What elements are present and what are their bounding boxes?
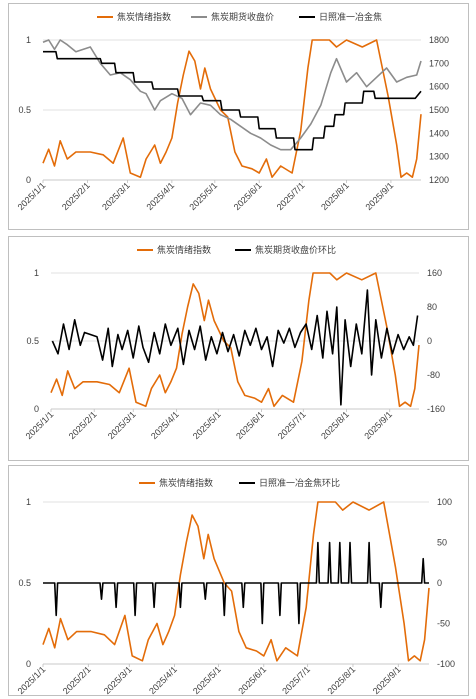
x-tick-label: 2025/6/1 [232, 180, 264, 212]
y-right-tick-label: 1400 [429, 128, 449, 138]
x-tick-label: 2025/8/1 [319, 180, 351, 212]
x-tick-label: 2025/7/1 [275, 180, 307, 212]
y-left-tick-label: 1 [26, 35, 31, 45]
x-tick-label: 2025/2/1 [67, 409, 99, 441]
x-tick-label: 2025/1/1 [24, 409, 56, 441]
series-line-1 [42, 39, 422, 178]
y-right-tick-label: -100 [437, 659, 455, 669]
x-tick-label: 2025/4/1 [147, 664, 179, 695]
x-tick-label: 2025/3/1 [106, 409, 138, 441]
x-tick-label: 2025/7/1 [276, 409, 308, 441]
legend-label-2: 日照准一冶金焦环比 [259, 477, 340, 488]
y-right-tick-label: 100 [437, 497, 452, 507]
y-right-tick-label: 80 [427, 302, 437, 312]
sentiment-vs-rizhao-coke-change-chart: 0 0.5 1 -100 -50 0 50 100 2025/1/1 2025/2/1 2025/3… [16, 477, 455, 695]
x-tick-label: 2025/6/1 [234, 409, 266, 441]
y-left-tick-label: 0.5 [18, 578, 31, 588]
sentiment-vs-futures-change-chart: 0 0.5 1 -160 -80 0 80 160 2025/1/1 2025/2/1 2025/3… [24, 244, 445, 441]
x-tick-label: 2025/3/1 [102, 664, 134, 695]
y-left-tick-label: 1 [34, 268, 39, 278]
x-tick-label: 2025/9/1 [371, 664, 403, 695]
legend-label-2: 焦炭期货收盘价环比 [255, 244, 336, 255]
series-line-1 [50, 272, 420, 408]
y-right-tick-label: 1500 [429, 105, 449, 115]
y-left-tick-label: 0 [26, 659, 31, 669]
y-left-tick-label: 1 [26, 497, 31, 507]
x-tick-label: 2025/5/1 [191, 664, 223, 695]
y-right-tick-label: 1600 [429, 82, 449, 92]
y-right-tick-label: 0 [427, 336, 432, 346]
y-left-tick-label: 0.5 [26, 336, 39, 346]
sentiment-vs-futures-chart: 0 0.5 1 1200 1300 1400 1500 1600 1700 1800 2025/1/… [16, 11, 449, 212]
x-tick-label: 2025/4/1 [144, 180, 176, 212]
x-tick-label: 2025/8/1 [319, 409, 351, 441]
x-tick-label: 2025/9/1 [363, 180, 395, 212]
legend-label-1: 焦炭情绪指数 [157, 244, 211, 255]
y-right-tick-label: 0 [437, 578, 442, 588]
legend-label-2: 焦炭期货收盘价 [211, 11, 274, 22]
y-right-tick-label: 1300 [429, 152, 449, 162]
y-right-tick-label: -160 [427, 404, 445, 414]
chart-panel-3: 0 0.5 1 -100 -50 0 50 100 2025/1/1 2025/2/1 2025/3… [8, 465, 469, 696]
x-tick-label: 2025/2/1 [61, 664, 93, 695]
series-line-2 [42, 39, 422, 151]
legend-label-3: 日照准一冶金焦 [319, 11, 382, 22]
y-right-tick-label: 1700 [429, 58, 449, 68]
x-tick-label: 2025/7/1 [280, 664, 312, 695]
y-right-tick-label: 160 [427, 268, 442, 278]
x-tick-label: 2025/8/1 [326, 664, 358, 695]
series-line-3 [43, 50, 422, 151]
series-line-1 [42, 501, 430, 662]
series-line-2 [51, 289, 419, 406]
x-tick-label: 2025/6/1 [236, 664, 268, 695]
chart-panel-1: 0 0.5 1 1200 1300 1400 1500 1600 1700 1800 2025/1/… [8, 3, 469, 230]
x-tick-label: 2025/4/1 [149, 409, 181, 441]
y-right-tick-label: -50 [437, 619, 450, 629]
x-tick-label: 2025/5/1 [191, 409, 223, 441]
y-left-tick-label: 0.5 [18, 105, 31, 115]
legend-label-1: 焦炭情绪指数 [159, 477, 213, 488]
series-line-2 [43, 541, 429, 625]
x-tick-label: 2025/3/1 [100, 180, 132, 212]
chart-panel-2: 0 0.5 1 -160 -80 0 80 160 2025/1/1 2025/2/1 2025/3… [8, 236, 469, 461]
y-left-tick-label: 0 [26, 175, 31, 185]
x-tick-label: 2025/9/1 [362, 409, 394, 441]
y-right-tick-label: -80 [427, 370, 440, 380]
x-tick-label: 2025/2/1 [60, 180, 92, 212]
legend-label-1: 焦炭情绪指数 [117, 11, 171, 22]
x-tick-label: 2025/5/1 [187, 180, 219, 212]
x-tick-label: 2025/1/1 [16, 180, 48, 212]
y-right-tick-label: 1200 [429, 175, 449, 185]
x-tick-label: 2025/1/1 [16, 664, 48, 695]
y-right-tick-label: 1800 [429, 35, 449, 45]
y-right-tick-label: 50 [437, 538, 447, 548]
y-left-tick-label: 0 [34, 404, 39, 414]
